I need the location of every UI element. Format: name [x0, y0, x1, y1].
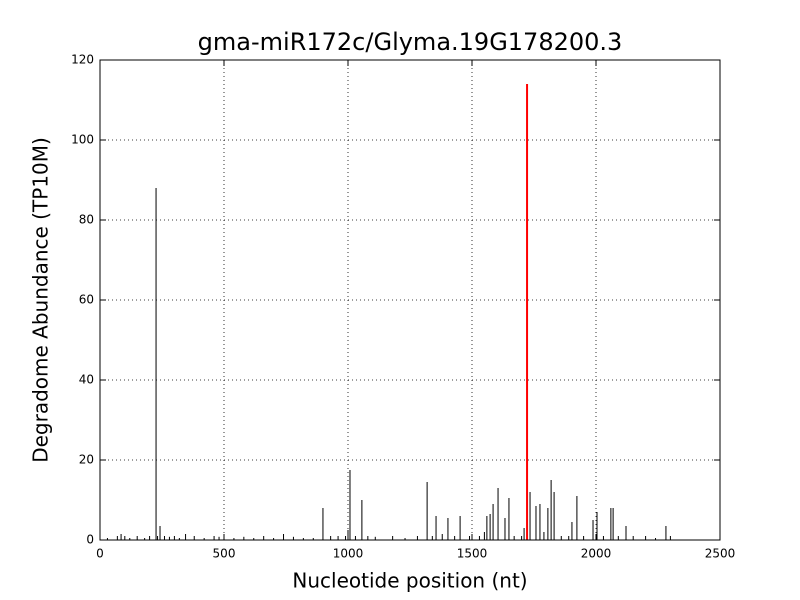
y-tick-label: 120: [71, 53, 94, 67]
y-tick-label: 60: [79, 293, 94, 307]
plot-frame: [99, 59, 721, 541]
x-tick-label: 1000: [333, 547, 364, 561]
x-tick-label: 0: [96, 547, 104, 561]
y-tick-label: 100: [71, 133, 94, 147]
x-tick-label: 500: [213, 547, 236, 561]
y-tick-label: 80: [79, 213, 94, 227]
chart-title: gma-miR172c/Glyma.19G178200.3: [198, 28, 623, 56]
y-tick-label: 0: [86, 533, 94, 547]
y-axis-label: Degradome Abundance (TP10M): [29, 137, 53, 463]
y-tick-label: 20: [79, 453, 94, 467]
x-tick-label: 2500: [705, 547, 736, 561]
x-axis-label: Nucleotide position (nt): [292, 569, 527, 593]
x-tick-label: 2000: [581, 547, 612, 561]
x-tick-label: 1500: [457, 547, 488, 561]
y-tick-label: 40: [79, 373, 94, 387]
